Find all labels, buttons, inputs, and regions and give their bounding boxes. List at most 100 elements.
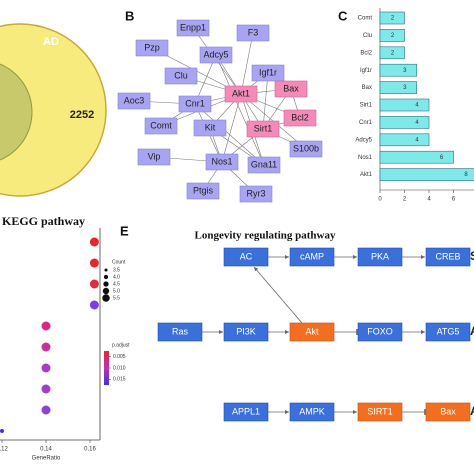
legend-dot xyxy=(104,268,108,272)
y-tick-label: Sirt1 xyxy=(360,103,373,109)
network-node xyxy=(289,140,323,158)
legend-label: 4.5 xyxy=(113,281,120,287)
legend-dot xyxy=(102,294,110,302)
pathway-node xyxy=(425,402,471,422)
pathway-node xyxy=(289,247,335,267)
node-label: Bax xyxy=(283,83,299,93)
value-label: 2 xyxy=(391,50,395,56)
network-node xyxy=(274,80,308,98)
pathway-node xyxy=(357,247,403,267)
dot xyxy=(41,342,51,352)
bar-chart: 0 2 4 6 Comt 2 Clu 2 Bcl2 2 Igf1r 3 Bax 3 Sirt1 4 Cnr1 4 A… xyxy=(355,8,474,203)
network-node xyxy=(164,67,198,85)
dot-chart: KEGG pathway GeneRatio 0.12 0.14 0.16 Count 3.… xyxy=(0,214,130,462)
network-node xyxy=(224,85,258,103)
network-edge xyxy=(240,32,254,95)
bar xyxy=(379,150,454,164)
network-edge xyxy=(262,72,269,130)
y-tick-label: Igf1r xyxy=(360,68,372,74)
pathway-node xyxy=(223,402,269,422)
node-label: Igf1r xyxy=(259,67,277,77)
pathway-label: Akt xyxy=(305,326,319,336)
pathway-node xyxy=(157,322,203,342)
y-tick-label: Bcl2 xyxy=(360,50,372,56)
pathway-label: FOXO xyxy=(367,326,393,336)
network-node xyxy=(239,185,273,203)
node-label: Kit xyxy=(205,122,216,132)
pathway: Longevity regulating pathway AC cAMP PKA CRE… xyxy=(157,230,474,422)
legend-dot xyxy=(103,281,109,287)
cut-label: A xyxy=(470,324,474,338)
network-node xyxy=(205,153,239,171)
node-label: Enpp1 xyxy=(180,22,206,32)
pathway-label: AC xyxy=(240,251,253,261)
network-node xyxy=(117,92,151,110)
bar xyxy=(379,133,430,147)
network-edge xyxy=(215,54,265,166)
pathway-label: cAMP xyxy=(300,251,324,261)
y-tick-label: Akt1 xyxy=(360,172,373,178)
dot xyxy=(41,363,51,373)
pathway-node xyxy=(223,247,269,267)
y-tick-label: Nos1 xyxy=(358,155,373,161)
legend-label: 5.5 xyxy=(113,295,120,301)
cut-label: S xyxy=(470,249,474,263)
node-label: Akt1 xyxy=(232,88,250,98)
venn-circle xyxy=(0,23,107,197)
network-node xyxy=(199,46,233,64)
pathway-label: SIRT1 xyxy=(367,406,392,416)
legend-label: 5.0 xyxy=(113,288,120,294)
pathway-node xyxy=(289,322,335,342)
dot xyxy=(89,300,99,310)
value-label: 6 xyxy=(440,155,444,161)
node-label: Ryr3 xyxy=(246,188,265,198)
node-label: Gna11 xyxy=(251,159,277,169)
cut-label: A xyxy=(470,404,474,418)
y-tick-label: Clu xyxy=(363,33,372,39)
node-label: Comt xyxy=(150,120,172,130)
bar xyxy=(379,63,418,77)
legend-label: 3.5 xyxy=(113,267,120,273)
pathway-node xyxy=(425,247,471,267)
pathway-label: ATG5 xyxy=(437,326,460,336)
network-node xyxy=(137,148,171,166)
network: Enpp1 F3 Pzp Adcy5 Igf1r Clu Akt1 Bax Aoc3 Cnr1 Bc… xyxy=(117,19,323,203)
pathway-label: AMPK xyxy=(299,406,325,416)
legend-label: 0.010 xyxy=(113,365,126,371)
y-tick-label: Comt xyxy=(358,16,373,22)
network-node xyxy=(144,117,178,135)
dot xyxy=(41,321,51,331)
legend-label: 0.015 xyxy=(113,377,126,383)
pathway-node xyxy=(223,322,269,342)
network-node xyxy=(193,119,227,137)
network-node xyxy=(186,182,220,200)
pathway-node xyxy=(425,322,471,342)
node-label: Aoc3 xyxy=(124,95,145,105)
network-node xyxy=(246,120,280,138)
y-tick-label: Cnr1 xyxy=(359,120,373,126)
node-label: Clu xyxy=(174,70,188,80)
x-axis-label: GeneRatio xyxy=(32,456,61,462)
legend-dot xyxy=(102,287,110,295)
dot xyxy=(41,405,51,415)
pathway-label: APPL1 xyxy=(232,406,260,416)
x-tick-label: 0.16 xyxy=(84,447,96,453)
bar xyxy=(379,81,418,94)
legend-title: Count xyxy=(112,259,126,265)
x-tick-label: 6 xyxy=(452,197,456,203)
node-label: S100b xyxy=(293,143,319,153)
value-label: 3 xyxy=(403,85,407,91)
network-node xyxy=(283,109,317,127)
node-label: Adcy5 xyxy=(203,49,228,59)
legend-title: p.adjust xyxy=(112,342,130,348)
x-tick-label: 4 xyxy=(427,197,431,203)
panel-label: C xyxy=(338,8,348,23)
legend-label: 4.0 xyxy=(113,274,120,280)
pathway-title: Longevity regulating pathway xyxy=(195,230,336,242)
pathway-label: PI3K xyxy=(236,326,256,336)
bar xyxy=(379,168,474,181)
value-label: 4 xyxy=(415,120,419,126)
network-node xyxy=(135,39,169,57)
pathway-node xyxy=(289,402,335,422)
pathway-label: CREB xyxy=(435,251,460,261)
